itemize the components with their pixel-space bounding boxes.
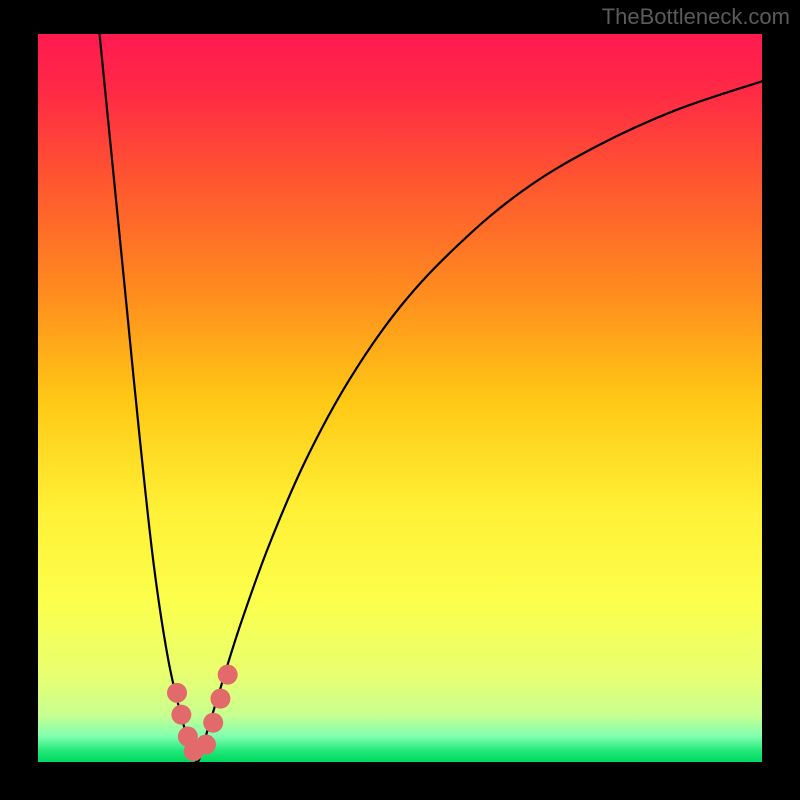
chart-svg (38, 34, 762, 762)
watermark-text: TheBottleneck.com (602, 4, 790, 30)
curve-marker (218, 665, 238, 685)
curve-marker (167, 683, 187, 703)
chart-container: TheBottleneck.com (0, 0, 800, 800)
curve-marker (196, 735, 216, 755)
curve-marker (203, 713, 223, 733)
gradient-background (38, 34, 762, 762)
plot-area (38, 34, 762, 762)
curve-marker (210, 689, 230, 709)
curve-marker (171, 705, 191, 725)
